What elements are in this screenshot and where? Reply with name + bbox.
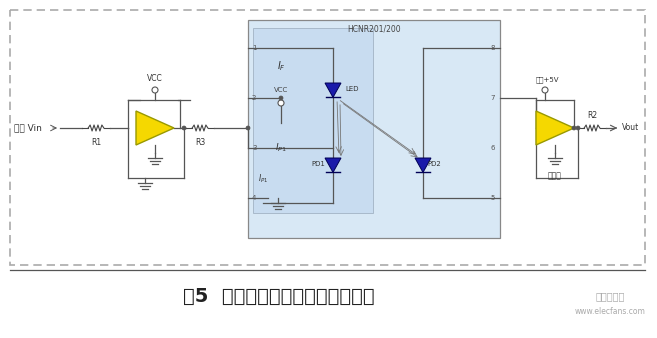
Circle shape (279, 96, 283, 100)
Text: $I_{P1}$: $I_{P1}$ (275, 142, 287, 154)
Text: 7: 7 (491, 95, 495, 101)
Text: R1: R1 (91, 138, 101, 147)
Text: 5: 5 (491, 195, 495, 201)
Polygon shape (415, 158, 431, 172)
Circle shape (278, 100, 284, 106)
Text: 8: 8 (491, 45, 495, 51)
Text: 2: 2 (252, 95, 256, 101)
Text: 隔离地: 隔离地 (548, 171, 562, 180)
Circle shape (576, 126, 580, 130)
Circle shape (246, 126, 250, 130)
Polygon shape (536, 111, 574, 145)
Text: VCC: VCC (274, 87, 288, 93)
Text: $I_F$: $I_F$ (277, 59, 285, 73)
Text: R2: R2 (587, 111, 597, 120)
Polygon shape (325, 158, 341, 172)
Circle shape (572, 126, 576, 130)
Circle shape (182, 126, 186, 130)
Text: HCNR201/200: HCNR201/200 (347, 24, 401, 33)
Text: 图5  模拟信号采集端的抗干扰电路: 图5 模拟信号采集端的抗干扰电路 (183, 287, 374, 306)
Text: 隔离+5V: 隔离+5V (535, 76, 558, 83)
Text: 电子发烧友: 电子发烧友 (595, 291, 625, 301)
Text: R3: R3 (195, 138, 205, 147)
Circle shape (152, 87, 158, 93)
Text: 6: 6 (491, 145, 495, 151)
Text: VCC: VCC (147, 74, 163, 83)
Text: 4: 4 (252, 195, 256, 201)
Polygon shape (136, 111, 174, 145)
Text: PD2: PD2 (427, 161, 441, 167)
FancyBboxPatch shape (248, 20, 500, 238)
Text: www.elecfans.com: www.elecfans.com (575, 307, 645, 315)
Circle shape (542, 87, 548, 93)
Text: Vout: Vout (622, 123, 639, 132)
Text: 输入 Vin: 输入 Vin (14, 123, 42, 132)
FancyBboxPatch shape (253, 28, 373, 213)
Text: 3: 3 (252, 145, 256, 151)
Polygon shape (325, 83, 341, 97)
Text: 1: 1 (252, 45, 256, 51)
Text: $I_{P1}$: $I_{P1}$ (258, 172, 268, 185)
Text: LED: LED (345, 86, 359, 92)
Text: PD1: PD1 (311, 161, 325, 167)
